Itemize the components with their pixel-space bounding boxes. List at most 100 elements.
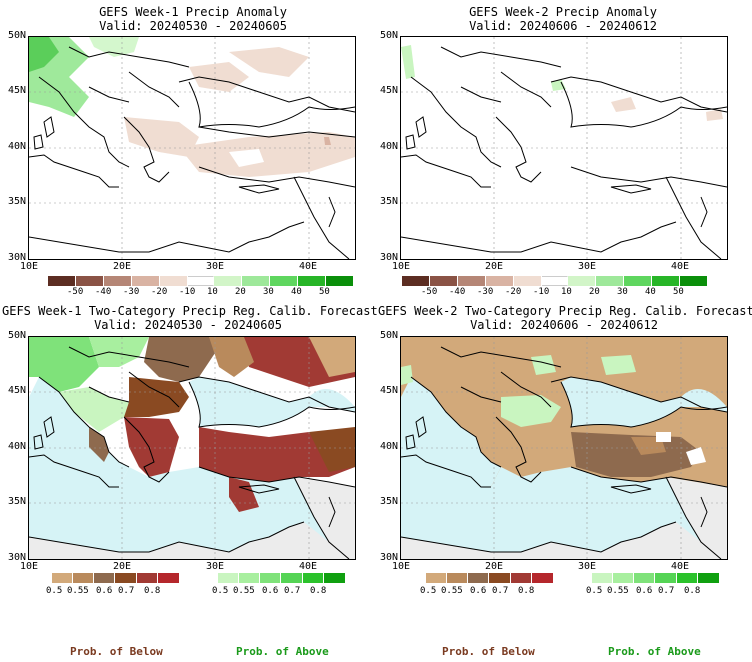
panel-title: GEFS Week-1 Two-Category Precip Reg. Cal…	[2, 304, 378, 332]
below-colorbar	[426, 573, 554, 583]
below-colorbar	[52, 573, 180, 583]
colorbar-label: 0.5	[46, 586, 63, 596]
title-line-2: Valid: 20240606 - 20240612	[469, 19, 657, 33]
map-week1-two-category	[28, 336, 356, 560]
colorbar-label: 0.55	[67, 586, 89, 596]
prob-above-label: Prob. of Above	[236, 645, 329, 658]
colorbar-label: 0.7	[658, 586, 675, 596]
lon-label: 30E	[578, 561, 597, 572]
lat-label: 30N	[7, 252, 26, 263]
colorbar-label: 0.8	[310, 586, 327, 596]
map-week2-two-category	[400, 336, 728, 560]
lon-label: 30E	[206, 261, 225, 272]
lat-label: 45N	[379, 85, 398, 96]
colorbar-label: 10	[207, 287, 218, 297]
lon-label: 30E	[206, 561, 225, 572]
colorbar-label: 0.7	[118, 586, 135, 596]
colorbar-label: -10	[533, 287, 550, 297]
map-week1-anomaly	[28, 36, 356, 260]
title-line-1: GEFS Week-1 Precip Anomaly	[99, 5, 287, 19]
lon-label: 40E	[299, 561, 318, 572]
colorbar-label: 0.8	[144, 586, 161, 596]
colorbar-label: 30	[263, 287, 274, 297]
lon-label: 20E	[113, 261, 132, 272]
panel-title: GEFS Week-2 Two-Category Precip Reg. Cal…	[378, 304, 752, 332]
colorbar-label: -40	[95, 287, 112, 297]
colorbar-label: 0.5	[420, 586, 437, 596]
colorbar-label: 40	[291, 287, 302, 297]
lat-label: 30N	[7, 552, 26, 563]
lon-label: 20E	[485, 261, 504, 272]
title-line-2: Valid: 20240530 - 20240605	[99, 19, 287, 33]
lon-label: 10E	[20, 261, 39, 272]
lon-label: 40E	[299, 261, 318, 272]
lat-label: 50N	[379, 330, 398, 341]
lat-label: 35N	[379, 196, 398, 207]
title-line-1: GEFS Week-2 Two-Category Precip Reg. Cal…	[378, 304, 752, 318]
map-week2-anomaly	[400, 36, 728, 260]
colorbar-label: 0.7	[492, 586, 509, 596]
lat-label: 35N	[7, 196, 26, 207]
lat-label: 30N	[379, 252, 398, 263]
colorbar-label: -50	[67, 287, 84, 297]
lat-label: 50N	[7, 330, 26, 341]
lat-label: 35N	[7, 496, 26, 507]
colorbar-label: 0.55	[441, 586, 463, 596]
lat-label: 40N	[7, 441, 26, 452]
title-line-1: GEFS Week-1 Two-Category Precip Reg. Cal…	[2, 304, 378, 318]
lon-label: 10E	[392, 561, 411, 572]
prob-above-label: Prob. of Above	[608, 645, 701, 658]
colorbar-label: 0.55	[233, 586, 255, 596]
lat-label: 40N	[7, 141, 26, 152]
title-line-2: Valid: 20240530 - 20240605	[94, 318, 282, 332]
colorbar-label: -30	[123, 287, 140, 297]
anomaly-colorbar	[402, 276, 708, 286]
colorbar-label: 0.6	[262, 586, 279, 596]
colorbar-label: 10	[561, 287, 572, 297]
colorbar-label: -50	[421, 287, 438, 297]
lat-label: 50N	[379, 30, 398, 41]
lon-label: 10E	[20, 561, 39, 572]
colorbar-label: 0.7	[284, 586, 301, 596]
lon-label: 20E	[113, 561, 132, 572]
lat-label: 40N	[379, 141, 398, 152]
lon-label: 40E	[671, 561, 690, 572]
prob-below-label: Prob. of Below	[442, 645, 535, 658]
colorbar-label: 0.6	[96, 586, 113, 596]
title-line-2: Valid: 20240606 - 20240612	[470, 318, 658, 332]
colorbar-label: 20	[235, 287, 246, 297]
colorbar-label: 0.6	[470, 586, 487, 596]
panel-title: GEFS Week-2 Precip Anomaly Valid: 202406…	[398, 5, 728, 33]
colorbar-label: 0.6	[636, 586, 653, 596]
lat-label: 45N	[7, 385, 26, 396]
colorbar-label: 50	[673, 287, 684, 297]
lon-label: 10E	[392, 261, 411, 272]
colorbar-label: 0.5	[586, 586, 603, 596]
colorbar-label: 0.5	[212, 586, 229, 596]
colorbar-label: 0.55	[607, 586, 629, 596]
colorbar-label: -10	[179, 287, 196, 297]
lat-label: 45N	[379, 385, 398, 396]
colorbar-label: 20	[589, 287, 600, 297]
colorbar-label: 0.8	[518, 586, 535, 596]
prob-below-label: Prob. of Below	[70, 645, 163, 658]
colorbar-label: -20	[505, 287, 522, 297]
colorbar-label: -30	[477, 287, 494, 297]
lat-label: 30N	[379, 552, 398, 563]
lat-label: 35N	[379, 496, 398, 507]
lat-label: 50N	[7, 30, 26, 41]
colorbar-label: 0.8	[684, 586, 701, 596]
colorbar-label: 30	[617, 287, 628, 297]
lon-label: 20E	[485, 561, 504, 572]
title-line-1: GEFS Week-2 Precip Anomaly	[469, 5, 657, 19]
panel-title: GEFS Week-1 Precip Anomaly Valid: 202405…	[28, 5, 358, 33]
colorbar-label: -20	[151, 287, 168, 297]
colorbar-label: 50	[319, 287, 330, 297]
anomaly-colorbar	[48, 276, 354, 286]
lon-label: 40E	[671, 261, 690, 272]
colorbar-label: -40	[449, 287, 466, 297]
above-colorbar	[592, 573, 720, 583]
above-colorbar	[218, 573, 346, 583]
lat-label: 45N	[7, 85, 26, 96]
lat-label: 40N	[379, 441, 398, 452]
